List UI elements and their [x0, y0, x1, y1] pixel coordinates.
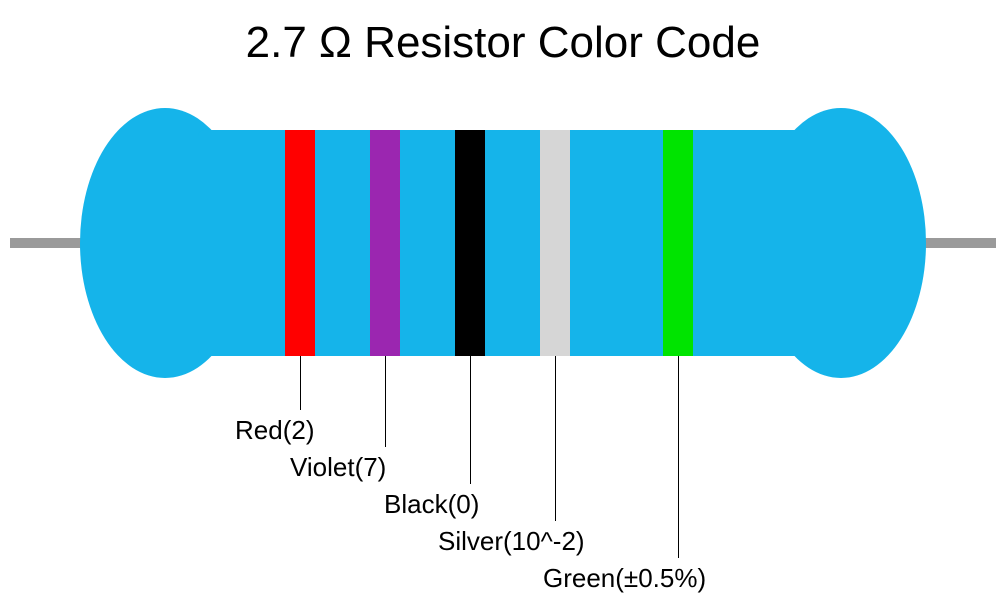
band-4-leader [555, 356, 556, 521]
band-1 [285, 130, 315, 356]
band-2 [370, 130, 400, 356]
band-5 [663, 130, 693, 356]
band-4-label: Silver(10^-2) [438, 526, 585, 557]
band-1-label: Red(2) [235, 415, 314, 446]
diagram-title: 2.7 Ω Resistor Color Code [0, 18, 1006, 68]
band-3 [455, 130, 485, 356]
band-5-leader [678, 356, 679, 558]
band-4 [540, 130, 570, 356]
resistor-diagram: 2.7 Ω Resistor Color Code Red(2) Violet(7… [0, 0, 1006, 607]
band-2-label: Violet(7) [290, 452, 386, 483]
band-5-label: Green(±0.5%) [543, 563, 706, 594]
band-3-leader [470, 356, 471, 484]
band-3-label: Black(0) [384, 489, 479, 520]
band-1-leader [300, 356, 301, 410]
band-2-leader [385, 356, 386, 447]
